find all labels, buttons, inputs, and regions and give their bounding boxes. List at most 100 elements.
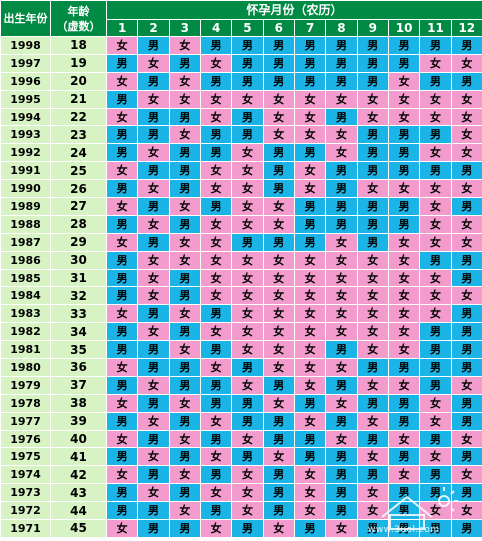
gender-cell: 男 [294,54,325,72]
gender-cell: 男 [232,72,263,90]
gender-cell: 女 [420,448,451,466]
gender-cell: 男 [200,305,231,323]
age-cell: 44 [51,502,107,520]
gender-cell: 女 [169,341,200,359]
gender-cell: 男 [420,466,451,484]
gender-cell: 男 [451,520,482,538]
birth-year-cell: 1986 [1,251,51,269]
gender-cell: 男 [138,126,169,144]
gender-cell: 女 [420,180,451,198]
gender-cell: 男 [451,37,482,55]
age-cell: 33 [51,305,107,323]
gender-cell: 女 [200,484,231,502]
gender-cell: 男 [326,341,357,359]
age-cell: 31 [51,269,107,287]
gender-cell: 男 [232,126,263,144]
gender-cell: 男 [138,233,169,251]
birth-year-cell: 1987 [1,233,51,251]
gender-cell: 女 [232,466,263,484]
gender-cell: 男 [107,341,138,359]
gender-cell: 男 [451,269,482,287]
gender-cell: 女 [451,126,482,144]
birth-year-cell: 1990 [1,180,51,198]
gender-cell: 男 [451,72,482,90]
gender-cell: 女 [107,162,138,180]
gender-cell: 女 [388,341,419,359]
gender-cell: 女 [357,180,388,198]
age-cell: 45 [51,520,107,538]
gender-cell: 男 [169,269,200,287]
gender-cell: 男 [357,126,388,144]
gender-cell: 女 [420,412,451,430]
age-cell: 36 [51,359,107,377]
birth-year-cell: 1980 [1,359,51,377]
age-cell: 38 [51,394,107,412]
birth-year-cell: 1981 [1,341,51,359]
month-header-11: 11 [420,20,451,37]
age-cell: 30 [51,251,107,269]
gender-cell: 男 [263,144,294,162]
gender-cell: 女 [294,376,325,394]
gender-cell: 女 [326,430,357,448]
age-cell: 43 [51,484,107,502]
gender-cell: 女 [263,359,294,377]
birth-year-cell: 1984 [1,287,51,305]
gender-cell: 男 [388,126,419,144]
month-header-2: 2 [138,20,169,37]
gender-cell: 女 [294,323,325,341]
gender-cell: 女 [107,72,138,90]
gender-cell: 男 [420,72,451,90]
gender-cell: 男 [138,466,169,484]
gender-cell: 女 [294,180,325,198]
gender-cell: 女 [200,412,231,430]
gender-cell: 女 [451,287,482,305]
gender-cell: 女 [451,180,482,198]
gender-cell: 男 [420,376,451,394]
month-header-8: 8 [326,20,357,37]
gender-cell: 男 [169,287,200,305]
gender-cell: 女 [232,430,263,448]
gender-cell: 男 [451,305,482,323]
gender-cell: 男 [326,180,357,198]
gender-cell: 男 [294,233,325,251]
gender-cell: 女 [169,305,200,323]
gender-cell: 男 [294,37,325,55]
gender-cell: 女 [420,394,451,412]
gender-cell: 男 [357,215,388,233]
gender-cell: 男 [138,162,169,180]
gender-cell: 女 [420,269,451,287]
gender-cell: 女 [263,305,294,323]
gender-cell: 男 [451,198,482,216]
gender-cell: 女 [107,305,138,323]
gender-cell: 女 [200,251,231,269]
gender-cell: 男 [357,198,388,216]
gender-cell: 男 [294,394,325,412]
gender-cell: 女 [200,323,231,341]
gender-cell: 男 [326,215,357,233]
gender-cell: 女 [263,323,294,341]
gender-cell: 女 [388,305,419,323]
gender-cell: 女 [326,233,357,251]
gender-cell: 男 [420,359,451,377]
gender-cell: 女 [420,233,451,251]
gender-cell: 男 [294,448,325,466]
month-header-1: 1 [107,20,138,37]
gender-cell: 女 [232,323,263,341]
gender-cell: 女 [169,37,200,55]
year-column-header: 出生年份 [1,1,51,37]
gender-cell: 男 [451,448,482,466]
header-row-top: 出生年份 年龄 （虚数） 怀孕月份（农历） [1,1,482,20]
birth-year-cell: 1973 [1,484,51,502]
gender-cell: 女 [294,269,325,287]
